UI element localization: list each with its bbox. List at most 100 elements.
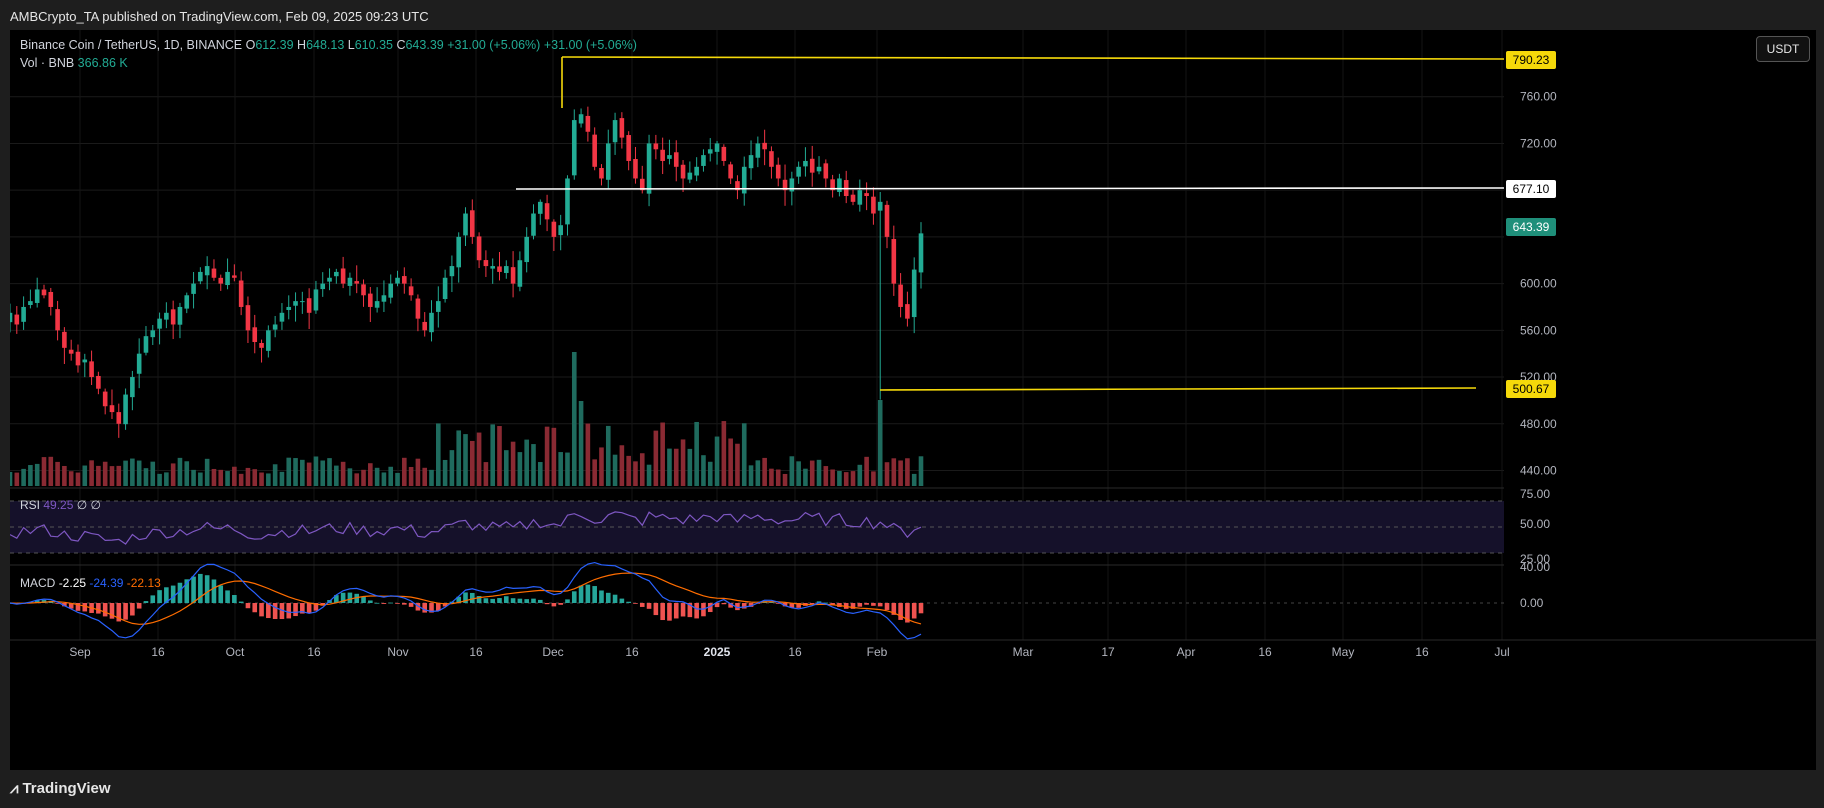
macd-histogram-bar <box>789 603 795 608</box>
volume-bar <box>157 473 162 486</box>
macd-histogram-bar <box>735 603 740 611</box>
candle-body <box>592 134 597 167</box>
candle-body <box>96 375 101 389</box>
macd-histogram-bar <box>544 603 550 605</box>
volume-bar <box>830 469 835 486</box>
volume-bar <box>136 460 142 486</box>
volume-bar <box>381 472 387 486</box>
candle-body <box>14 314 20 325</box>
volume-bar <box>497 426 502 486</box>
macd-histogram-bar <box>769 601 774 603</box>
macd-histogram-bar <box>463 592 468 603</box>
chart-svg[interactable]: 440.00480.00520.00560.00600.00720.00760.… <box>10 30 1816 770</box>
volume-bar <box>476 432 482 486</box>
macd-histogram-bar <box>660 603 665 621</box>
volume-bar <box>10 471 13 486</box>
volume-bar <box>837 470 842 486</box>
volume-bar <box>619 445 625 486</box>
volume-bar <box>422 467 428 486</box>
candle-body <box>388 283 394 298</box>
volume-bar <box>891 458 897 486</box>
candle-body <box>123 394 128 425</box>
price-badge <box>1506 51 1556 69</box>
macd-histogram-bar <box>157 590 162 603</box>
macd-histogram-bar <box>619 598 625 603</box>
tradingview-logo: ⩘ TradingView <box>10 780 111 797</box>
volume-bar <box>286 457 292 486</box>
macd-histogram-bar <box>279 603 285 620</box>
macd-histogram-bar <box>918 603 924 614</box>
volume-bar <box>524 439 529 486</box>
macd-histogram-bar <box>667 603 672 621</box>
macd-histogram-bar <box>571 591 577 603</box>
axis-bg <box>1504 30 1816 770</box>
macd-histogram-bar <box>334 595 339 603</box>
volume-bar <box>28 465 33 486</box>
time-axis[interactable]: Sep 16 Oct 16 Nov 16 Dec 16 2025 16 Feb Mar 17 Apr 16 M… <box>10 639 1816 659</box>
macd-line <box>10 561 922 640</box>
candle-body <box>340 268 346 284</box>
candle-body <box>374 301 380 308</box>
macd-histogram-bar <box>82 603 88 612</box>
rsi-value: 49.25 <box>43 498 74 512</box>
macd-histogram-bar <box>388 602 394 604</box>
candle-body <box>320 283 326 290</box>
volume-bar <box>578 401 584 486</box>
candle-body <box>565 178 570 225</box>
macd-histogram-bar <box>646 603 652 609</box>
macd-axis-label: 0.00 <box>1520 596 1544 610</box>
time-tick-label: 16 <box>1258 645 1272 659</box>
volume-bar <box>599 447 604 486</box>
volume-bar <box>667 448 672 486</box>
chart-panel[interactable]: 440.00 480.00 520.00 560.00 600.00 720.00 760.… <box>10 30 1816 770</box>
candle-body <box>327 277 332 282</box>
candle-body <box>517 260 523 287</box>
volume-bar <box>653 430 659 486</box>
volume-bar <box>252 469 258 486</box>
time-tick-label: Feb <box>867 645 888 659</box>
candle-body <box>667 155 672 159</box>
macd-histogram-bar <box>585 584 591 603</box>
macd-histogram-bar <box>748 603 754 607</box>
volume-bar <box>565 452 570 486</box>
currency-button[interactable]: USDT <box>1756 36 1810 62</box>
macd-histogram-bar <box>170 585 176 603</box>
price-axis[interactable]: 440.00480.00520.00560.00600.00720.00760.… <box>1504 30 1816 770</box>
macd-value-2: -24.39 <box>89 576 124 590</box>
candle-body <box>361 284 366 296</box>
time-tick-label: Oct <box>226 645 245 659</box>
candle-body <box>646 143 652 194</box>
candle-body <box>259 342 264 348</box>
volume-bar <box>14 472 20 486</box>
volume-bar <box>809 460 815 486</box>
candle-body <box>701 155 706 166</box>
candle-body <box>442 277 448 299</box>
macd-histogram-bar <box>395 603 400 604</box>
macd-histogram-bar <box>551 603 557 607</box>
macd-histogram-bar <box>109 603 115 619</box>
macd-histogram-bar <box>782 603 788 607</box>
candle-body <box>449 266 455 277</box>
candle-body <box>524 236 529 263</box>
time-tick-label: 16 <box>1415 645 1429 659</box>
candle-body <box>891 239 897 284</box>
volume-bar <box>748 465 754 486</box>
macd-histogram-bar <box>96 603 101 614</box>
macd-histogram-bar <box>741 603 747 609</box>
price-tick-label: 760.00 <box>1520 90 1557 104</box>
volume-value: 366.86 K <box>77 56 128 70</box>
macd-histogram-bar <box>721 603 727 605</box>
volume-bar <box>762 457 767 486</box>
candle-body <box>354 281 360 284</box>
macd-histogram-bar <box>143 601 149 603</box>
macd-histogram-bar <box>633 603 638 604</box>
candle-body <box>694 166 699 176</box>
volume-bar <box>483 462 489 486</box>
volume-bar <box>62 465 67 486</box>
volume-bar <box>680 439 686 486</box>
candle-body <box>28 301 33 305</box>
candle-body <box>436 301 441 312</box>
volume-bar <box>354 473 360 486</box>
candle-body <box>571 120 577 176</box>
